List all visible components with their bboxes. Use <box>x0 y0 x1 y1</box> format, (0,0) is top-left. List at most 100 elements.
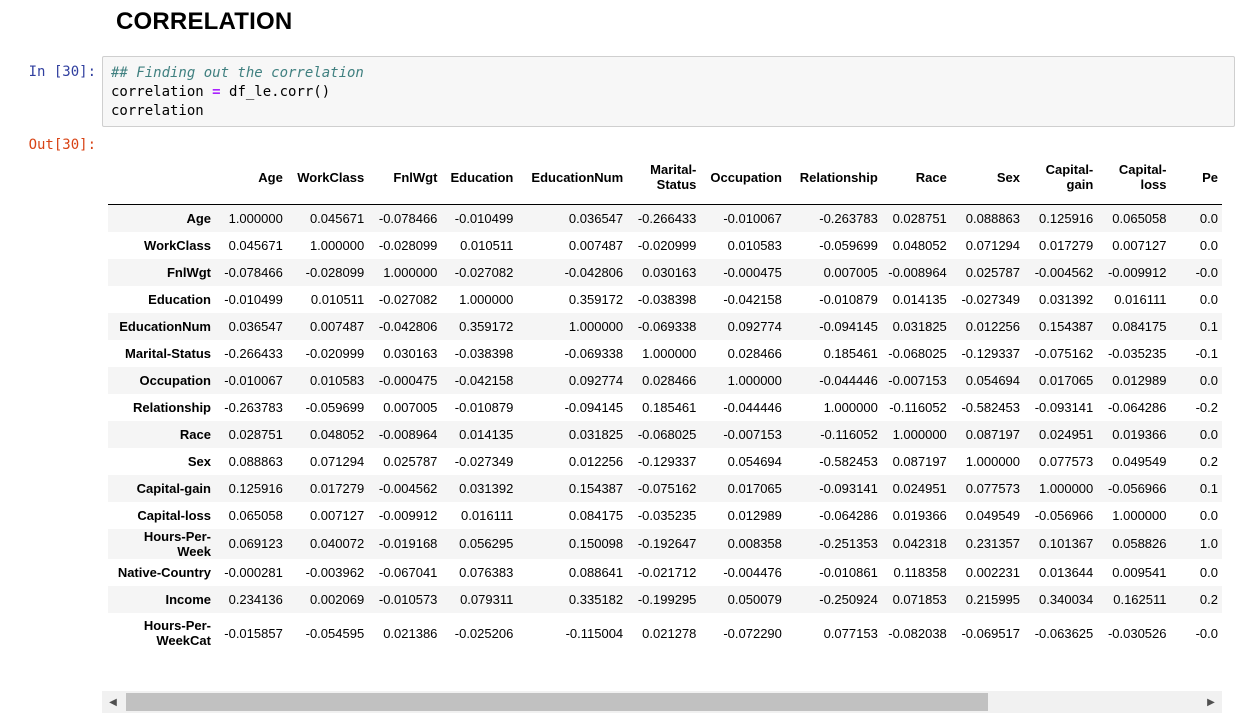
table-cell: -0.199295 <box>637 591 697 607</box>
column-header: Sex <box>950 150 1025 205</box>
row-label: Hours-Per-Week <box>143 528 211 559</box>
table-cell: 0.021386 <box>383 625 438 641</box>
table-cell: 0.012989 <box>727 507 782 523</box>
table-cell: -0.007153 <box>888 372 947 388</box>
table-cell: 0.036547 <box>228 318 283 334</box>
table-cell: -0.078466 <box>378 210 438 226</box>
table-cell: -0.021712 <box>637 564 697 580</box>
table-row: Race 0.028751 0.048052 -0.008964 0.014135 0.0… <box>108 420 1222 448</box>
code-operator: = <box>212 84 221 100</box>
table-cell: -0.116052 <box>889 399 947 415</box>
table-cell: 0.185461 <box>823 345 878 361</box>
table-cell: 0.014135 <box>459 426 514 442</box>
table-cell: -0.115004 <box>565 625 624 641</box>
table-cell: 1.000000 <box>1039 480 1094 496</box>
table-cell: -0.044446 <box>723 399 782 415</box>
table-cell: 0.118358 <box>893 564 947 580</box>
table-body: Age 1.000000 0.045671 -0.078466 -0.010499 0.0… <box>108 204 1222 654</box>
scroll-right-arrow-icon[interactable]: ▶ <box>1207 696 1215 708</box>
code-cell[interactable]: ## Finding out the correlation correlati… <box>102 56 1235 127</box>
table-cell: -0.030526 <box>1107 625 1167 641</box>
table-cell: 0.054694 <box>727 453 782 469</box>
table-cell: -0.015857 <box>224 625 283 641</box>
table-cell: -0.003962 <box>305 564 365 580</box>
table-cell: 0.028751 <box>228 426 283 442</box>
table-cell: 0.040072 <box>309 536 365 551</box>
code-rhs: df_le.corr() <box>220 84 331 100</box>
table-row: Relationship -0.263783 -0.059699 0.007005 -0… <box>108 394 1222 421</box>
table-cell: 0.012256 <box>965 318 1021 334</box>
table-cell: 0.0 <box>1199 291 1218 307</box>
table-cell: -0.010067 <box>224 372 283 388</box>
table-cell: 0.031392 <box>1039 291 1094 307</box>
table-cell: 0.359172 <box>459 318 514 334</box>
table-cell: -0.027349 <box>454 453 514 469</box>
row-label: Relationship <box>132 399 211 415</box>
table-cell: 0.084175 <box>568 507 624 523</box>
table-cell: -0.028099 <box>305 264 365 280</box>
table-cell: -0.008964 <box>888 264 947 280</box>
table-cell: 0.154387 <box>568 480 624 496</box>
row-label: WorkClass <box>144 237 211 253</box>
table-cell: -0.004562 <box>378 480 438 496</box>
table-cell: -0.010499 <box>454 210 514 226</box>
column-header: WorkClass <box>286 150 369 205</box>
table-cell: 0.1 <box>1199 480 1218 496</box>
table-cell: -0.582453 <box>961 399 1021 415</box>
table-cell: 0.014135 <box>892 291 947 307</box>
column-header: Occupation <box>700 150 786 205</box>
table-cell: 0.0 <box>1199 426 1218 442</box>
row-label: Hours-Per-WeekCat <box>143 618 211 648</box>
table-row: Hours-Per-Week 0.069123 0.040072 -0.019168 0… <box>108 528 1222 559</box>
table-cell: -0.078466 <box>224 264 283 280</box>
table-row: Age 1.000000 0.045671 -0.078466 -0.010499 0.0… <box>108 204 1222 232</box>
table-cell: 0.048052 <box>309 426 365 442</box>
table-cell: 0.071294 <box>309 453 365 469</box>
table-cell: -0.054595 <box>305 625 365 641</box>
table-cell: 0.031392 <box>459 480 514 496</box>
table-row: Income 0.234136 0.002069 -0.010573 0.079311 0… <box>108 585 1222 613</box>
scroll-left-arrow-icon[interactable]: ◀ <box>109 696 117 708</box>
table-cell: -0.042158 <box>454 372 514 388</box>
horizontal-scrollbar[interactable]: ◀ ▶ <box>102 691 1222 713</box>
column-header: Marital-Status <box>627 150 701 205</box>
table-cell: 0.028466 <box>727 345 782 361</box>
table-cell: 0.2 <box>1199 591 1218 607</box>
table-cell: -0.035235 <box>1107 345 1167 361</box>
table-cell: 1.000000 <box>892 426 947 442</box>
table-cell: 0.021278 <box>642 625 697 641</box>
table-cell: -0.068025 <box>888 345 947 361</box>
table-cell: -0.010573 <box>378 591 438 607</box>
table-cell: 0.054694 <box>965 372 1021 388</box>
table-cell: -0.000475 <box>723 264 782 280</box>
table-cell: -0.072290 <box>723 625 782 641</box>
table-cell: 0.028751 <box>892 210 947 226</box>
table-cell: -0.093141 <box>819 480 878 496</box>
table-cell: -0.094145 <box>564 399 624 415</box>
table-cell: -0.129337 <box>637 453 697 469</box>
table-cell: 0.359172 <box>568 291 624 307</box>
table-cell: 0.335182 <box>568 591 624 607</box>
table-cell: -0.004562 <box>1034 264 1094 280</box>
code-line-1: ## Finding out the correlation <box>111 64 1226 83</box>
table-cell: -0.094145 <box>819 318 878 334</box>
table-cell: -0.263783 <box>819 210 878 226</box>
table-cell: -0.056966 <box>1107 480 1167 496</box>
table-cell: -0.064286 <box>1107 399 1167 415</box>
table-cell: -0.251353 <box>819 536 878 551</box>
table-cell: 0.007005 <box>383 399 438 415</box>
table-cell: 0.125916 <box>1039 210 1094 226</box>
table-cell: -0.042806 <box>378 318 438 334</box>
column-header: Capital-loss <box>1097 150 1171 205</box>
table-row: EducationNum 0.036547 0.007487 -0.042806 0.3… <box>108 312 1222 340</box>
row-label: Marital-Status <box>125 345 211 361</box>
table-cell: 0.042318 <box>892 536 947 551</box>
table-cell: -0.059699 <box>819 237 878 253</box>
scrollbar-thumb[interactable] <box>126 693 988 711</box>
row-label: Age <box>186 210 211 226</box>
table-cell: 1.000000 <box>823 399 878 415</box>
table-cell: 0.010511 <box>460 237 514 253</box>
table-cell: -0.075162 <box>637 480 697 496</box>
column-header: Relationship <box>785 150 882 205</box>
table-cell: 0.056295 <box>459 536 514 551</box>
